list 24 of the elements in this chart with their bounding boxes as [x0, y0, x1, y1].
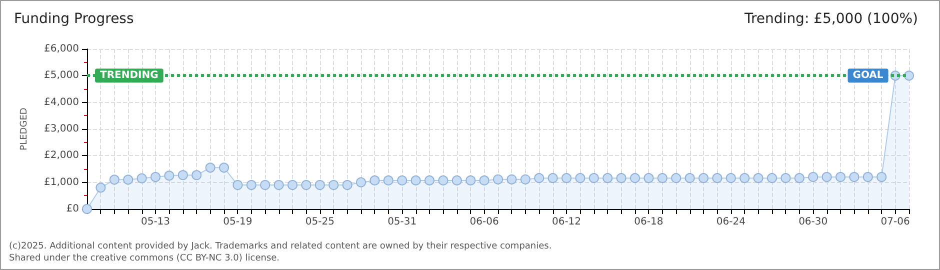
chart-title: Funding Progress [14, 11, 134, 27]
y-tick-label: £4,000 [44, 96, 79, 108]
y-axis-title: PLEDGED [20, 108, 30, 150]
y-tick-label: £0 [66, 204, 79, 214]
text: (c)2025. Additional content provided by Jack. Trademarks and related content are owned by their respective companies. [9, 242, 552, 252]
x-tick-label: 05-31 [388, 216, 417, 228]
x-tick-label: 06-30 [798, 216, 828, 228]
x-tick-label: 06-12 [552, 216, 582, 228]
y-tick-label: £6,000 [44, 44, 79, 54]
y-tick-label: £5,000 [44, 70, 79, 82]
y-tick-label: £1,000 [44, 176, 79, 188]
x-tick-label: 07-06 [880, 216, 910, 228]
y-tick-label: £3,000 [44, 124, 79, 134]
ref-line-label: TRENDING [100, 70, 158, 82]
x-tick-label: 06-24 [716, 216, 746, 228]
text: Shared under the creative commons (CC BY-NC 3.0) license. [9, 254, 280, 264]
y-tick-label: £2,000 [44, 150, 79, 162]
x-tick-label: 05-25 [305, 216, 334, 228]
x-tick-label: 06-18 [634, 216, 664, 228]
x-tick-label: 05-13 [140, 216, 170, 228]
annotation: GOAL [852, 70, 884, 82]
x-tick-label: 05-19 [223, 216, 252, 228]
chart-subtitle: Trending: £5,000 (100%) [743, 11, 918, 27]
x-tick-label: 06-06 [470, 216, 499, 228]
